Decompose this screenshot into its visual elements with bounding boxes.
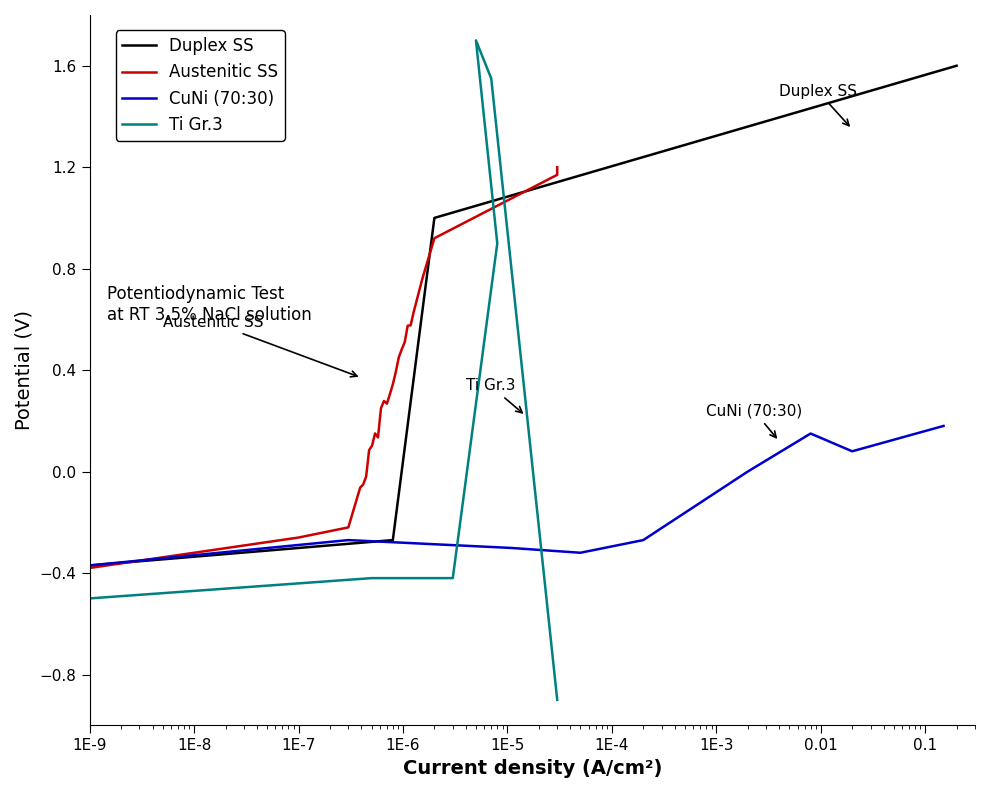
Ti Gr.3 [84,594,96,603]
Austenitic SS [551,167,563,176]
Ti Gr.3 [443,573,454,583]
Duplex SS [950,61,962,71]
CuNi (70:30) [343,535,354,545]
Duplex SS [84,561,96,570]
Austenitic SS [551,163,563,172]
Duplex SS [417,304,429,313]
Ti Gr.3 [459,477,471,487]
Ti Gr.3 [480,60,492,70]
Duplex SS [455,205,467,215]
CuNi (70:30) [566,547,578,557]
Text: CuNi (70:30): CuNi (70:30) [706,404,803,438]
Text: Duplex SS: Duplex SS [779,84,857,126]
Austenitic SS [190,548,202,557]
Text: Ti Gr.3: Ti Gr.3 [466,378,523,413]
Ti Gr.3 [470,36,482,45]
Austenitic SS [105,560,117,569]
Line: CuNi (70:30): CuNi (70:30) [90,426,943,565]
Ti Gr.3 [482,153,494,163]
X-axis label: Current density (A/cm²): Current density (A/cm²) [403,759,662,778]
CuNi (70:30) [826,438,838,447]
CuNi (70:30) [84,561,96,570]
Text: Austenitic SS: Austenitic SS [162,315,357,377]
Austenitic SS [144,554,155,564]
Ti Gr.3 [365,573,377,583]
Austenitic SS [354,483,366,492]
CuNi (70:30) [938,421,949,431]
Line: Austenitic SS: Austenitic SS [90,167,557,568]
Y-axis label: Potential (V): Potential (V) [15,310,34,430]
Line: Ti Gr.3: Ti Gr.3 [90,40,557,700]
Line: Duplex SS: Duplex SS [90,66,956,565]
Duplex SS [315,542,327,551]
Duplex SS [694,136,706,145]
CuNi (70:30) [358,536,370,546]
Ti Gr.3 [318,577,330,586]
Duplex SS [880,82,892,91]
Austenitic SS [84,563,96,573]
CuNi (70:30) [805,429,817,439]
Austenitic SS [118,558,130,568]
CuNi (70:30) [838,442,849,452]
Duplex SS [248,547,260,557]
Text: Potentiodynamic Test
at RT 3.5% NaCl solution: Potentiodynamic Test at RT 3.5% NaCl sol… [107,285,312,324]
Legend: Duplex SS, Austenitic SS, CuNi (70:30), Ti Gr.3: Duplex SS, Austenitic SS, CuNi (70:30), … [116,30,285,141]
Ti Gr.3 [551,695,563,705]
